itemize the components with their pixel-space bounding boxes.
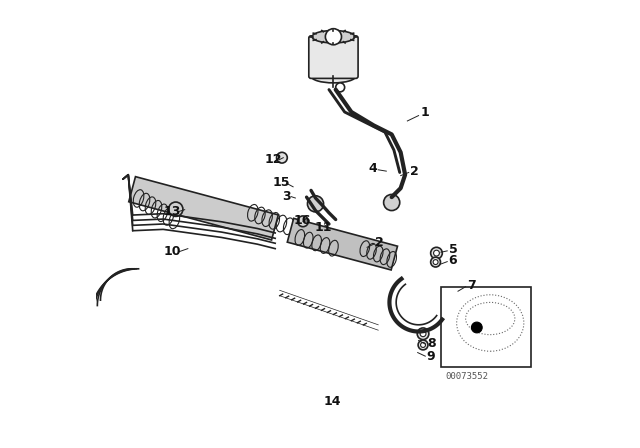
Circle shape <box>420 342 426 348</box>
Circle shape <box>168 202 183 216</box>
Polygon shape <box>129 177 278 240</box>
Polygon shape <box>287 218 397 270</box>
Circle shape <box>417 328 429 340</box>
FancyBboxPatch shape <box>309 36 358 78</box>
Text: 12: 12 <box>264 153 282 167</box>
Text: 13: 13 <box>163 205 181 218</box>
Text: 2: 2 <box>410 164 419 178</box>
Circle shape <box>420 331 426 337</box>
Circle shape <box>418 340 428 350</box>
Text: 8: 8 <box>427 337 435 350</box>
Circle shape <box>433 260 438 264</box>
Text: 9: 9 <box>427 349 435 363</box>
Text: 1: 1 <box>421 106 429 120</box>
Circle shape <box>325 29 342 45</box>
Ellipse shape <box>311 69 356 83</box>
Text: 11: 11 <box>314 221 332 234</box>
Circle shape <box>336 83 345 92</box>
Bar <box>441 287 531 367</box>
Text: 16: 16 <box>293 214 311 227</box>
Circle shape <box>307 196 324 212</box>
Text: 5: 5 <box>449 243 458 256</box>
Circle shape <box>433 250 440 256</box>
Circle shape <box>383 194 400 211</box>
Circle shape <box>431 257 440 267</box>
Circle shape <box>298 216 308 227</box>
Ellipse shape <box>312 30 355 43</box>
Text: 6: 6 <box>449 254 458 267</box>
Text: 2: 2 <box>375 236 384 250</box>
Text: 00073552: 00073552 <box>445 371 488 380</box>
Circle shape <box>276 152 287 163</box>
Text: 14: 14 <box>324 395 341 409</box>
Text: 3: 3 <box>282 190 291 203</box>
Text: 7: 7 <box>467 279 476 292</box>
Text: 15: 15 <box>272 176 290 189</box>
Text: 4: 4 <box>369 162 377 176</box>
Text: 10: 10 <box>163 245 181 258</box>
Circle shape <box>472 322 482 333</box>
Circle shape <box>431 247 442 259</box>
